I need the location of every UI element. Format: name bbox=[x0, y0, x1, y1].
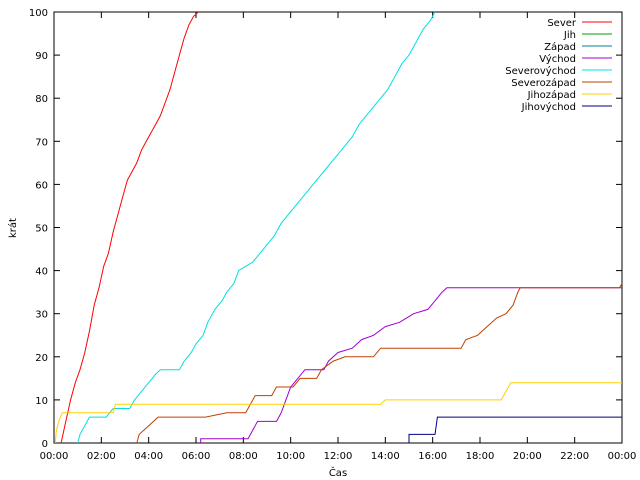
x-tick-label: 00:00 bbox=[608, 451, 637, 462]
series-line-jihozapad bbox=[54, 382, 622, 444]
x-tick-label: 20:00 bbox=[513, 451, 542, 462]
x-tick-label: 18:00 bbox=[466, 451, 495, 462]
x-tick-label: 12:00 bbox=[324, 451, 353, 462]
axis-ticks: 0 10 20 30 40 50 60 70 80 90 100 00:00 02:00 04:00 06:… bbox=[29, 8, 637, 462]
series-line-sever bbox=[60, 11, 199, 444]
series-line-jihovychod bbox=[408, 416, 622, 443]
x-tick-label: 14:00 bbox=[371, 451, 400, 462]
legend-label: Sever bbox=[547, 18, 577, 29]
x-tick-label: 22:00 bbox=[560, 451, 589, 462]
legend-label: Severovýchod bbox=[505, 65, 576, 77]
legend-label: Severozápad bbox=[511, 77, 576, 89]
x-tick-label: 02:00 bbox=[87, 451, 116, 462]
y-axis-label: krát bbox=[7, 218, 19, 238]
series-lines bbox=[54, 11, 623, 444]
x-tick-label: 08:00 bbox=[229, 451, 258, 462]
y-tick-label: 40 bbox=[35, 267, 48, 278]
x-tick-label: 10:00 bbox=[276, 451, 305, 462]
y-tick-label: 90 bbox=[35, 51, 48, 62]
y-tick-label: 80 bbox=[35, 94, 48, 105]
y-tick-label: 60 bbox=[35, 180, 48, 191]
legend-label: Východ bbox=[539, 53, 576, 65]
legend-label: Jihovýchod bbox=[521, 101, 576, 113]
series-line-severozapad bbox=[136, 283, 623, 444]
series-line-vychod bbox=[200, 287, 622, 443]
legend: SeverJihZápadVýchodSeverovýchodSeverozáp… bbox=[505, 18, 612, 113]
legend-label: Jihozápad bbox=[527, 89, 576, 101]
y-tick-label: 50 bbox=[35, 224, 48, 235]
y-tick-label: 100 bbox=[29, 8, 48, 19]
y-tick-label: 20 bbox=[35, 353, 48, 364]
legend-label: Jih bbox=[563, 30, 576, 41]
series-line-severovychod bbox=[77, 11, 436, 444]
x-tick-label: 06:00 bbox=[182, 451, 211, 462]
x-tick-label: 16:00 bbox=[418, 451, 447, 462]
x-axis-label: Čas bbox=[329, 466, 347, 479]
y-tick-label: 10 bbox=[35, 396, 48, 407]
y-tick-label: 0 bbox=[42, 439, 48, 450]
x-tick-label: 00:00 bbox=[40, 451, 69, 462]
legend-label: Západ bbox=[544, 41, 576, 53]
y-tick-label: 30 bbox=[35, 310, 48, 321]
x-tick-label: 04:00 bbox=[134, 451, 163, 462]
y-tick-label: 70 bbox=[35, 137, 48, 148]
